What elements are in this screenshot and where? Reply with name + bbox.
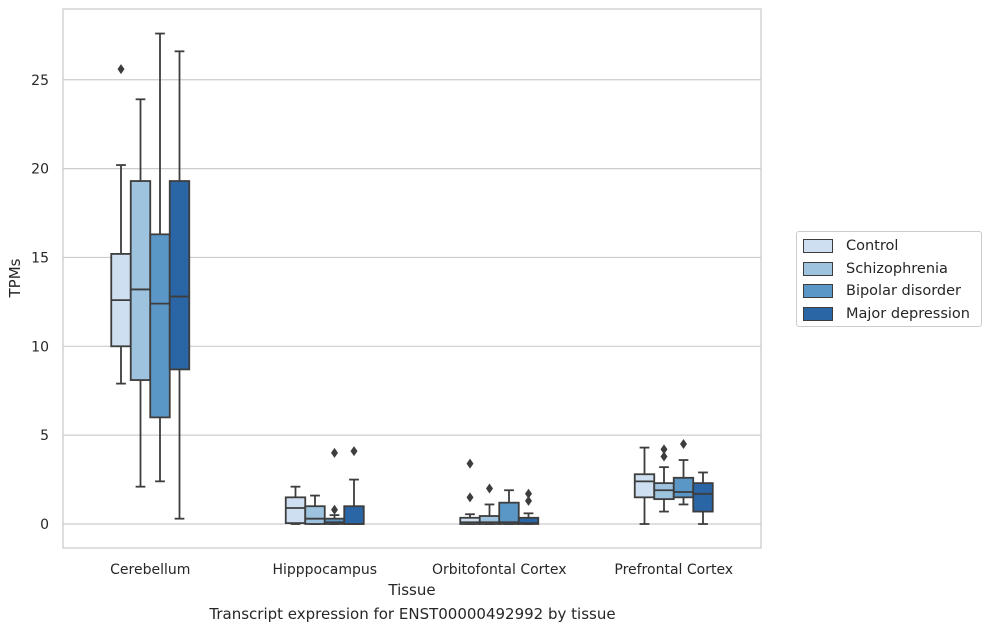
box-body [692, 482, 714, 513]
x-tick-label: Cerebellum [110, 562, 190, 578]
outlier-point [331, 447, 338, 458]
x-tick-label: Prefrontal Cortex [614, 562, 733, 578]
y-axis-label: TPMs [6, 258, 24, 298]
legend-swatch [803, 306, 833, 321]
legend-item: Bipolar disorder [803, 280, 975, 303]
legend-swatch [803, 284, 833, 299]
y-tick-label: 0 [40, 517, 49, 533]
outlier-point [486, 483, 493, 494]
box-body [149, 233, 171, 419]
outlier-point [466, 458, 474, 469]
y-tick-label: 25 [31, 73, 49, 89]
box-bipolar-disorder [149, 32, 171, 483]
legend-label: Schizophrenia [846, 260, 948, 277]
outlier-point [466, 492, 474, 503]
legend-swatch [803, 239, 833, 254]
y-tick-label: 20 [31, 162, 49, 178]
boxes [110, 32, 714, 525]
legend-item: Schizophrenia [803, 258, 975, 281]
x-tick-label: Orbitofontal Cortex [432, 562, 567, 578]
box-major-depression [343, 446, 365, 525]
box-body [284, 496, 307, 525]
outlier-point [117, 64, 125, 75]
outlier-point [350, 446, 358, 457]
legend-item: Major depression [803, 303, 975, 326]
box-bipolar-disorder [323, 447, 346, 525]
box-body [633, 473, 656, 499]
outlier-point [660, 444, 668, 455]
box-body [129, 180, 152, 381]
y-tick-labels: 0 5 10 15 20 25 [31, 73, 49, 533]
box-body [498, 501, 520, 525]
box-body [304, 505, 326, 525]
legend-label: Major depression [846, 305, 970, 322]
box-body [672, 476, 695, 499]
outlier-point [525, 488, 532, 499]
y-tick-label: 10 [31, 339, 49, 355]
box-control [633, 446, 656, 525]
legend-label: Control [846, 238, 899, 255]
box-bipolar-disorder [498, 489, 520, 525]
box-body [168, 180, 191, 371]
box-major-depression [692, 471, 714, 525]
outlier-point [680, 439, 687, 450]
box-body [343, 505, 365, 525]
box-schizophrenia [478, 483, 501, 525]
box-control [284, 485, 307, 525]
legend-item: Control [803, 235, 975, 258]
y-tick-label: 5 [40, 428, 49, 444]
box-schizophrenia [304, 494, 326, 525]
x-axis-label: Tissue [387, 581, 435, 599]
legend: Control Schizophrenia Bipolar disorder Majo… [796, 231, 982, 327]
box-schizophrenia [653, 444, 675, 513]
legend-label: Bipolar disorder [846, 283, 961, 300]
box-bipolar-disorder [672, 439, 695, 506]
outlier-point [331, 504, 338, 515]
box-control [459, 458, 481, 525]
box-major-depression [517, 488, 540, 525]
x-tick-labels: Cerebellum Hipppocampus Orbitofontal Corte… [110, 562, 733, 578]
outlier-point [660, 451, 668, 462]
box-major-depression [168, 50, 191, 520]
box-control [110, 64, 132, 385]
box-schizophrenia [129, 98, 152, 488]
outlier-point [525, 495, 532, 506]
legend-swatch [803, 261, 833, 276]
plot-frame [62, 8, 762, 549]
x-tick-label: Hipppocampus [272, 562, 377, 578]
y-tick-label: 15 [31, 250, 49, 266]
chart-title: Transcript expression for ENST0000049299… [209, 605, 616, 623]
